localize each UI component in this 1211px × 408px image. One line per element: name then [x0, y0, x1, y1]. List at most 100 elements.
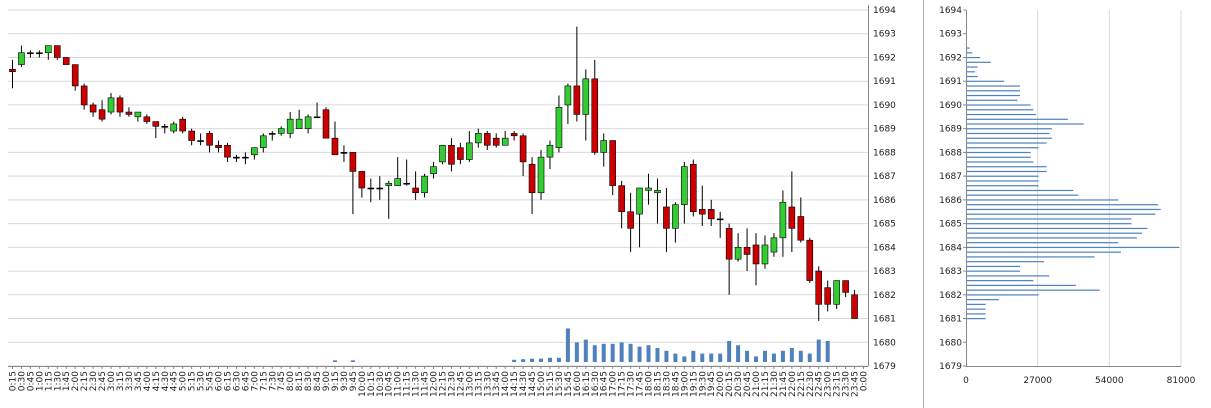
volume-bar [646, 345, 651, 362]
candle-body [501, 137, 509, 146]
time-tick-label: 16:00 [573, 371, 583, 397]
candle [340, 145, 348, 162]
candle-body [645, 187, 652, 191]
time-tick-label: 11:30 [412, 371, 422, 397]
volume-bar [574, 342, 579, 362]
profile-bar [967, 294, 1039, 296]
candle-body [403, 182, 410, 185]
candle [573, 26, 581, 122]
candle [591, 59, 599, 155]
candle [457, 142, 464, 165]
candle-body [806, 239, 814, 281]
candle [851, 290, 858, 319]
candle-body [797, 216, 805, 241]
candle-body [62, 57, 70, 65]
candle-body [788, 206, 796, 229]
candle-body [573, 85, 581, 115]
candle [761, 235, 769, 269]
profile-bar [967, 85, 1021, 87]
candle-body [591, 78, 599, 153]
volume-bars [332, 328, 830, 362]
time-tick-label: 7:45 [277, 371, 287, 391]
candle [681, 161, 688, 224]
profile-bar [967, 118, 1068, 120]
candle [654, 178, 661, 224]
price-tick-label: 1681 [873, 315, 896, 325]
candle-body [743, 247, 751, 255]
profile-bar [967, 232, 1143, 234]
profile-bar [967, 223, 1132, 225]
candle-body [385, 182, 393, 186]
profile-bar [967, 166, 1047, 168]
time-tick-label: 3:30 [125, 371, 135, 391]
volume-bar [556, 357, 561, 362]
time-tick-label: 5:15 [188, 371, 198, 391]
time-tick-label: 15:45 [564, 371, 574, 397]
profile-price-tick-label: 1693 [939, 30, 962, 40]
candle-body [9, 69, 16, 73]
profile-price-tick-label: 1687 [939, 172, 962, 182]
time-tick-label: 3:45 [134, 371, 144, 391]
candle-body [627, 211, 634, 229]
profile-price-tick-label: 1680 [939, 338, 962, 348]
candle-body [609, 140, 616, 186]
time-tick-label: 14:15 [510, 371, 520, 397]
time-tick-label: 0:30 [17, 371, 27, 391]
candle [179, 116, 186, 134]
profile-bar [967, 71, 975, 73]
time-tick-label: 3:15 [116, 371, 126, 391]
profile-bar [967, 189, 1074, 192]
profile-bar [967, 61, 991, 63]
profile-bar [967, 104, 1031, 106]
candle-body [134, 111, 142, 118]
profile-price-tick-label: 1685 [939, 220, 962, 230]
profile-bar [967, 265, 1021, 268]
candle [743, 228, 751, 272]
candle [349, 152, 357, 215]
profile-bar [967, 261, 1044, 263]
price-tick-label: 1693 [873, 30, 896, 40]
candle-body [475, 133, 482, 144]
profile-bar [967, 175, 1039, 177]
profile-bar [967, 142, 1047, 144]
candle [394, 157, 401, 186]
candle [286, 112, 294, 139]
time-tick-label: 0:15 [8, 371, 18, 391]
time-tick-label: 4:15 [152, 371, 162, 391]
profile-bar [967, 308, 986, 310]
time-tick-label: 2:15 [80, 371, 90, 391]
volume-bar [816, 339, 821, 362]
profile-volume-tick-label: 0 [963, 376, 969, 386]
time-tick-label: 22:00 [788, 371, 798, 397]
candle [510, 131, 518, 141]
volume-bar [565, 328, 570, 362]
profile-volume-tick-label: 27000 [1023, 376, 1052, 386]
candle-body [600, 140, 608, 153]
profile-price-tick-label: 1681 [939, 315, 962, 325]
profile-gridlines [1037, 10, 1182, 366]
candle [645, 173, 652, 205]
volume-bar [745, 350, 750, 362]
candle [322, 107, 330, 139]
candle-body [295, 118, 303, 129]
volume-bar [709, 353, 714, 362]
profile-bar [967, 313, 986, 315]
candle [62, 57, 70, 65]
time-tick-label: 19:30 [698, 371, 708, 397]
candle [268, 131, 276, 141]
profile-bar [967, 251, 1121, 253]
candle-body [457, 147, 464, 160]
time-tick-label: 15:00 [537, 371, 547, 397]
candle [842, 280, 849, 298]
profile-bar [967, 242, 1119, 244]
price-tick-label: 1680 [873, 338, 896, 348]
time-tick-label: 8:15 [295, 371, 305, 391]
candle [206, 131, 213, 153]
profile-price-tick-label: 1694 [939, 6, 962, 16]
time-tick-label: 4:45 [170, 371, 180, 391]
candle-body [152, 121, 160, 127]
candle-body [439, 144, 446, 163]
profile-price-tick-label: 1682 [939, 291, 962, 301]
candle-body [376, 187, 384, 190]
candle-body [215, 144, 222, 148]
